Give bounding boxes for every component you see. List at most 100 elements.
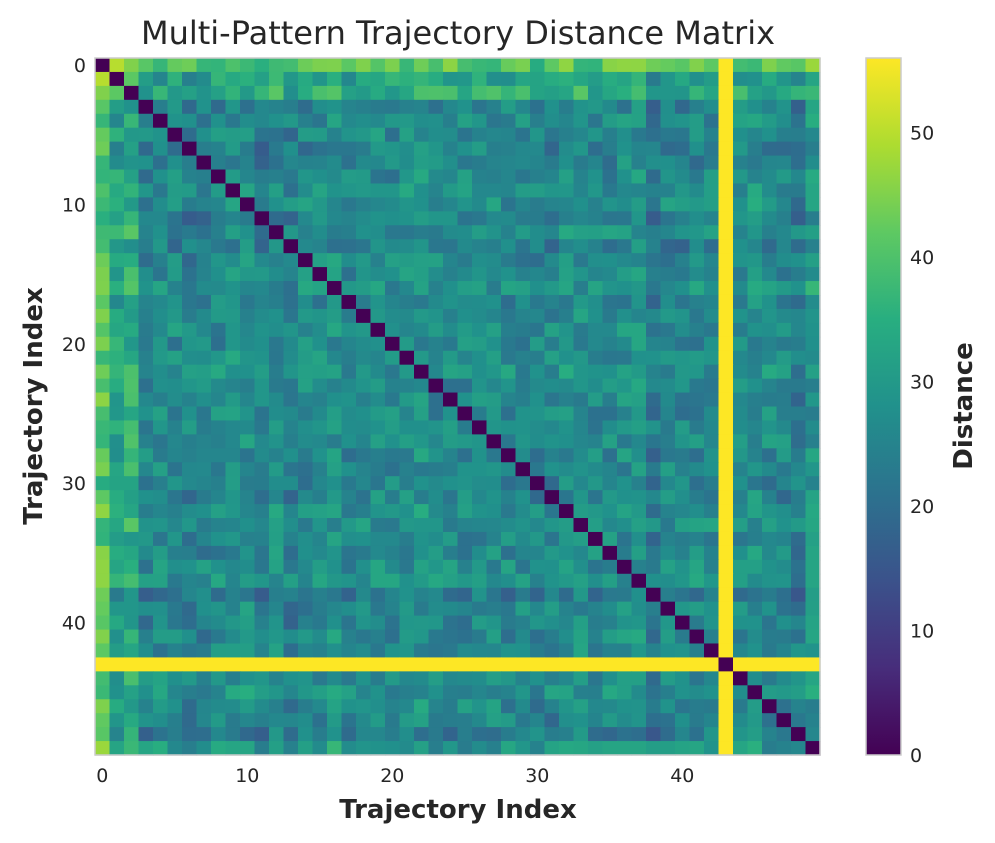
heatmap-cell	[660, 490, 676, 505]
heatmap-cell	[544, 671, 560, 686]
heatmap-cell	[689, 434, 705, 449]
heatmap-cell	[283, 169, 299, 185]
heatmap-cell	[646, 629, 662, 645]
heatmap-cell	[254, 141, 270, 157]
heatmap-cell	[602, 518, 618, 533]
heatmap-cell	[138, 253, 154, 268]
heatmap-cell	[167, 58, 183, 73]
heatmap-cell	[747, 378, 763, 394]
heatmap-cells	[95, 58, 821, 756]
heatmap-cell	[138, 211, 154, 226]
heatmap-cell	[718, 657, 734, 672]
heatmap-cell	[718, 699, 734, 714]
heatmap-cell	[240, 587, 256, 603]
heatmap-cell	[312, 448, 328, 463]
heatmap-cell	[124, 587, 140, 603]
heatmap-cell	[196, 85, 212, 101]
heatmap-cell	[689, 727, 705, 742]
heatmap-cell	[327, 518, 343, 533]
heatmap-cell	[559, 448, 575, 463]
heatmap-cell	[196, 420, 212, 435]
heatmap-cell	[211, 294, 227, 310]
heatmap-cell	[689, 336, 705, 352]
heatmap-cell	[704, 545, 720, 561]
heatmap-cell	[747, 127, 763, 143]
heatmap-cell	[254, 267, 270, 282]
heatmap-cell	[588, 615, 604, 631]
heatmap-cell	[443, 615, 459, 631]
heatmap-cell	[588, 587, 604, 603]
heatmap-cell	[588, 448, 604, 463]
heatmap-cell	[472, 448, 488, 463]
heatmap-cell	[283, 643, 299, 659]
heatmap-cell	[109, 267, 125, 282]
heatmap-cell	[776, 462, 792, 477]
heatmap-cell	[544, 155, 560, 171]
heatmap-cell	[602, 434, 618, 449]
heatmap-cell	[283, 350, 299, 366]
heatmap-cell	[327, 657, 343, 672]
heatmap-cell	[269, 504, 285, 519]
heatmap-cell	[269, 643, 285, 659]
heatmap-cell	[530, 308, 546, 324]
heatmap-cell	[457, 211, 473, 226]
heatmap-cell	[414, 699, 430, 714]
colorbar-tick-label: 50	[910, 123, 934, 145]
colorbar-tick-label: 10	[910, 621, 934, 643]
heatmap-cell	[660, 71, 676, 87]
heatmap-cell	[588, 559, 604, 575]
heatmap-cell	[805, 225, 821, 240]
y-tick-label: 20	[62, 334, 86, 356]
heatmap-cell	[631, 559, 647, 575]
heatmap-cell	[573, 169, 589, 185]
heatmap-cell	[602, 281, 618, 296]
heatmap-cell	[312, 113, 328, 129]
heatmap-cell	[182, 141, 198, 157]
heatmap-cell	[312, 490, 328, 505]
heatmap-cell	[704, 225, 720, 240]
heatmap-cell	[312, 155, 328, 171]
heatmap-cell	[254, 573, 270, 589]
heatmap-cell	[515, 350, 531, 366]
heatmap-cell	[327, 294, 343, 310]
heatmap-cell	[414, 58, 430, 73]
heatmap-cell	[370, 518, 386, 533]
heatmap-cell	[124, 573, 140, 589]
heatmap-cell	[95, 559, 111, 575]
heatmap-cell	[602, 420, 618, 435]
heatmap-cell	[443, 183, 459, 198]
heatmap-cell	[617, 253, 633, 268]
heatmap-cell	[457, 281, 473, 296]
heatmap-cell	[646, 615, 662, 631]
heatmap-cell	[225, 420, 241, 435]
heatmap-cell	[675, 364, 691, 380]
heatmap-cell	[124, 378, 140, 394]
heatmap-cell	[588, 253, 604, 268]
heatmap-cell	[762, 239, 778, 254]
heatmap-cell	[240, 601, 256, 617]
heatmap-cell	[791, 183, 807, 198]
heatmap-cell	[95, 531, 111, 547]
heatmap-cell	[689, 71, 705, 87]
heatmap-cell	[211, 336, 227, 352]
heatmap-cell	[631, 183, 647, 198]
heatmap-cell	[805, 490, 821, 505]
heatmap-cell	[385, 601, 401, 617]
heatmap-cell	[254, 71, 270, 87]
heatmap-cell	[805, 322, 821, 338]
heatmap-cell	[530, 336, 546, 352]
heatmap-cell	[747, 336, 763, 352]
heatmap-cell	[182, 741, 198, 756]
heatmap-cell	[370, 545, 386, 561]
heatmap-cell	[443, 476, 459, 491]
heatmap-cell	[675, 559, 691, 575]
heatmap-cell	[138, 643, 154, 659]
heatmap-cell	[559, 406, 575, 422]
heatmap-cell	[515, 545, 531, 561]
heatmap-cell	[298, 85, 314, 101]
heatmap-cell	[689, 741, 705, 756]
heatmap-cell	[602, 504, 618, 519]
heatmap-cell	[269, 71, 285, 87]
heatmap-cell	[646, 378, 662, 394]
heatmap-cell	[167, 741, 183, 756]
